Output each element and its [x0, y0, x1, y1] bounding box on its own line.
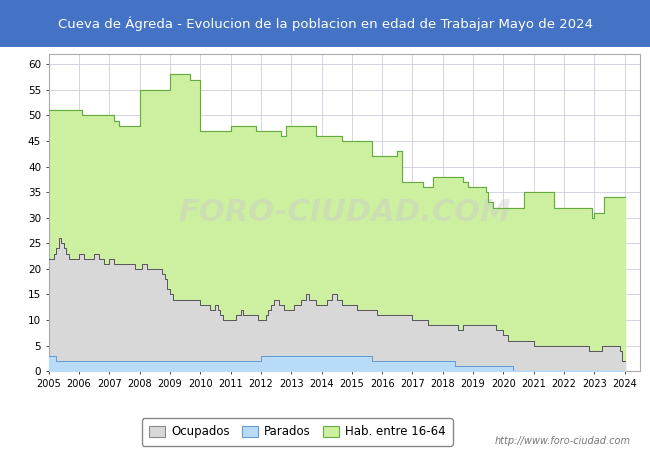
Text: http://www.foro-ciudad.com: http://www.foro-ciudad.com: [495, 436, 630, 446]
Text: Cueva de Ágreda - Evolucion de la poblacion en edad de Trabajar Mayo de 2024: Cueva de Ágreda - Evolucion de la poblac…: [57, 16, 593, 31]
Legend: Ocupados, Parados, Hab. entre 16-64: Ocupados, Parados, Hab. entre 16-64: [142, 418, 452, 446]
Text: FORO-CIUDAD.COM: FORO-CIUDAD.COM: [178, 198, 511, 227]
